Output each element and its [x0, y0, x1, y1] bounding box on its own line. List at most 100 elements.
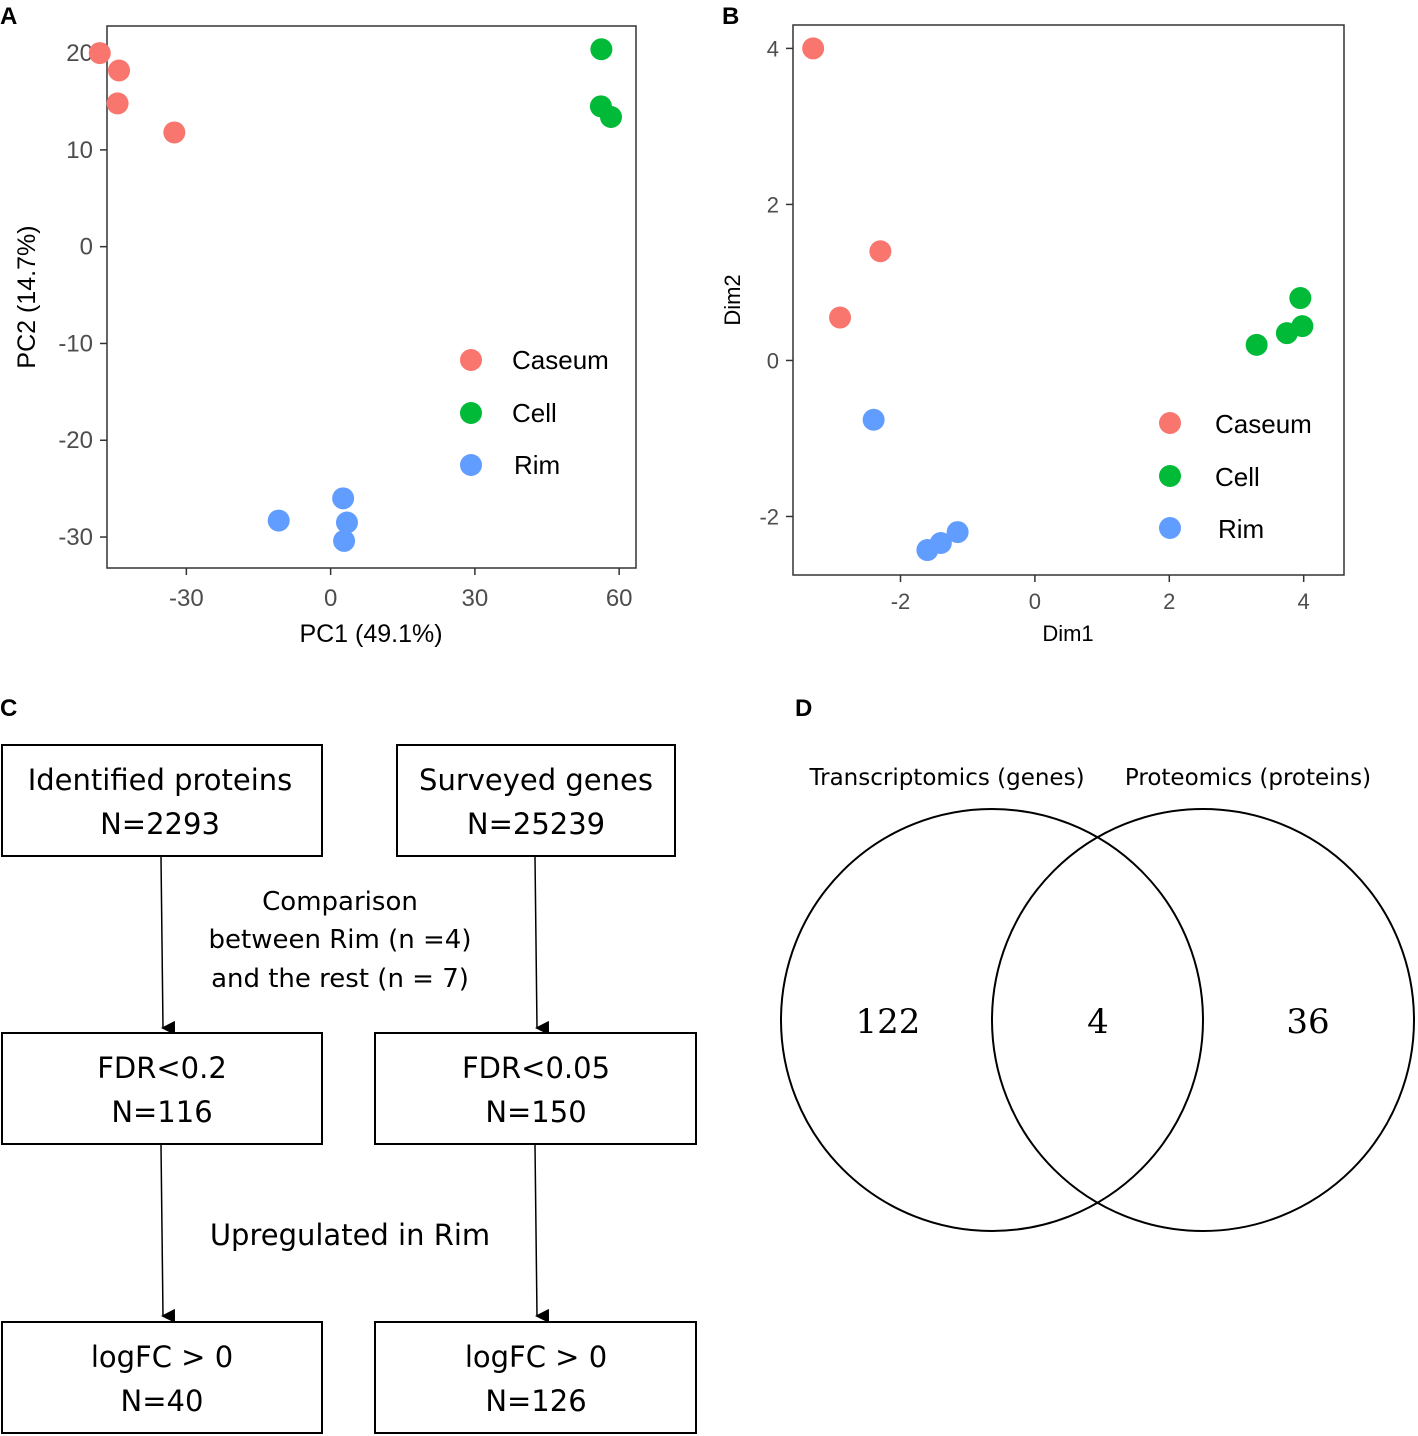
flow-box-surveyed-genes: [396, 744, 676, 857]
flow-arrow-4: [534, 1144, 550, 1323]
plot-a-ylabel: PC2 (14.7%): [13, 225, 41, 368]
plot-a-point-rim: [267, 509, 290, 532]
plot-b-ytick-label: 2: [767, 192, 779, 217]
flow-box1-line1: Identified proteins: [28, 763, 293, 797]
plot-b-ylabel: Dim2: [720, 274, 745, 325]
panel-c-label: C: [0, 695, 17, 722]
venn-circle-transcriptomics: [780, 808, 1204, 1232]
panel-d: D Transcriptomics (genes) Proteomics (pr…: [780, 695, 1415, 1232]
plot-a-xtick-label: 0: [324, 585, 337, 612]
plot-b-xtick-label: 4: [1298, 589, 1310, 614]
plot-a-frame: [106, 25, 637, 569]
venn-right-label: Proteomics (proteins): [1125, 765, 1371, 791]
plot-a-xtick-label: 30: [462, 585, 489, 612]
legend-b-cell-marker: [1159, 465, 1181, 487]
flow-box2-line2: N=25239: [467, 807, 605, 841]
legend-b-cell: Cell: [1215, 462, 1260, 492]
flow-box-logfc-genes: [374, 1321, 697, 1434]
flow-upregulated: Upregulated in Rim: [210, 1218, 490, 1252]
legend-b-caseum: Caseum: [1215, 409, 1312, 439]
plot-a-ytick-label: -20: [58, 427, 93, 454]
panel-b-label: B: [722, 3, 739, 30]
plot-b-ytick-label: -2: [759, 504, 779, 529]
venn-overlap-count: 4: [1087, 1002, 1109, 1042]
flow-arrow-3: [160, 1144, 176, 1323]
plot-b-xtick-label: 0: [1029, 589, 1041, 614]
plot-a-xtick-label: 60: [606, 585, 633, 612]
plot-b-points: [802, 37, 1314, 562]
plot-b-point-caseum: [829, 306, 852, 329]
flow-comparison-line2: between Rim (n =4): [209, 925, 472, 955]
panel-a: A -30 0 30 60 20 10 0 -10 -20 -30 PC1 (49.1%) PC2…: [0, 3, 637, 648]
panel-c: C Identified proteins N=2293 Surveyed ge…: [0, 695, 697, 1434]
flow-box3-line2: N=116: [111, 1095, 212, 1129]
plot-a-point-cell: [590, 38, 613, 61]
plot-b-ytick-label: 0: [767, 348, 779, 373]
plot-a-point-caseum: [108, 59, 131, 82]
plot-a-axes: -30 0 30 60 20 10 0 -10 -20 -30: [58, 40, 632, 612]
plot-a-legend: Caseum Cell Rim: [460, 345, 609, 480]
plot-a-point-caseum: [163, 121, 186, 144]
flow-box2-line1: Surveyed genes: [419, 763, 653, 797]
plot-b-ytick-label: 4: [767, 36, 779, 61]
flow-box5-line2: N=40: [121, 1384, 204, 1418]
plot-b-point-caseum: [869, 240, 892, 263]
flow-box-logfc-proteins: [1, 1321, 323, 1434]
flow-box1-line2: N=2293: [100, 807, 220, 841]
plot-b-point-cell: [1291, 315, 1314, 338]
plot-a-point-cell: [599, 105, 622, 128]
flow-comparison-line3: and the rest (n = 7): [211, 964, 469, 994]
plot-a-point-rim: [333, 529, 356, 552]
flow-box4-line1: FDR<0.05: [462, 1051, 610, 1085]
plot-b-point-rim: [916, 539, 939, 562]
venn-left-label: Transcriptomics (genes): [808, 765, 1084, 791]
plot-b-axes: -2 0 2 4 4 2 0 -2: [759, 36, 1309, 614]
flow-box5-line1: logFC > 0: [91, 1340, 233, 1374]
plot-b-point-caseum: [802, 37, 825, 60]
plot-b-xlabel: Dim1: [1042, 621, 1093, 646]
plot-b-legend: Caseum Cell Rim: [1159, 409, 1312, 544]
legend-a-rim: Rim: [514, 450, 560, 480]
panel-b: B -2 0 2 4 4 2 0 -2 Dim1 Dim2 Caseum Cell Rim: [720, 3, 1345, 646]
plot-a-ytick-label: -10: [58, 330, 93, 357]
legend-a-caseum-marker: [460, 349, 482, 371]
panel-a-label: A: [0, 3, 17, 30]
legend-a-rim-marker: [460, 454, 482, 476]
flow-comparison-line1: Comparison: [262, 887, 418, 917]
flow-box-fdr-proteins: [1, 1032, 323, 1145]
legend-b-rim-marker: [1159, 517, 1181, 539]
venn-left-count: 122: [856, 1002, 921, 1042]
flow-arrow-1: [160, 856, 176, 1035]
plot-a-ytick-label: 10: [66, 137, 93, 164]
plot-b-point-cell: [1289, 287, 1312, 310]
plot-a-point-rim: [335, 511, 358, 534]
flow-box-identified-proteins: [1, 744, 323, 857]
venn-circle-proteomics: [991, 808, 1415, 1232]
plot-b-point-rim: [862, 408, 885, 431]
plot-a-ytick-label: 20: [66, 40, 93, 67]
plot-b-point-cell: [1245, 333, 1268, 356]
flow-arrow-2: [534, 856, 550, 1035]
plot-b-xtick-label: 2: [1163, 589, 1175, 614]
plot-b-xtick-label: -2: [891, 589, 911, 614]
flow-box4-line2: N=150: [485, 1095, 586, 1129]
panel-d-label: D: [795, 695, 812, 722]
legend-b-caseum-marker: [1159, 412, 1181, 434]
plot-a-points: [88, 38, 622, 552]
flow-box6-line1: logFC > 0: [465, 1340, 607, 1374]
flow-box6-line2: N=126: [485, 1384, 586, 1418]
plot-b-point-rim: [946, 521, 969, 544]
plot-a-ytick-label: -30: [58, 524, 93, 551]
plot-b-frame: [792, 24, 1345, 576]
plot-a-ytick-label: 0: [80, 234, 93, 261]
plot-a-xtick-label: -30: [169, 585, 204, 612]
legend-a-cell-marker: [460, 402, 482, 424]
plot-a-point-caseum: [106, 92, 129, 115]
venn-right-count: 36: [1286, 1002, 1329, 1042]
plot-a-xlabel: PC1 (49.1%): [299, 620, 442, 648]
plot-a-point-caseum: [88, 42, 111, 65]
legend-a-cell: Cell: [512, 398, 557, 428]
flow-box-fdr-genes: [374, 1032, 697, 1145]
legend-a-caseum: Caseum: [512, 345, 609, 375]
plot-a-point-rim: [332, 487, 355, 510]
